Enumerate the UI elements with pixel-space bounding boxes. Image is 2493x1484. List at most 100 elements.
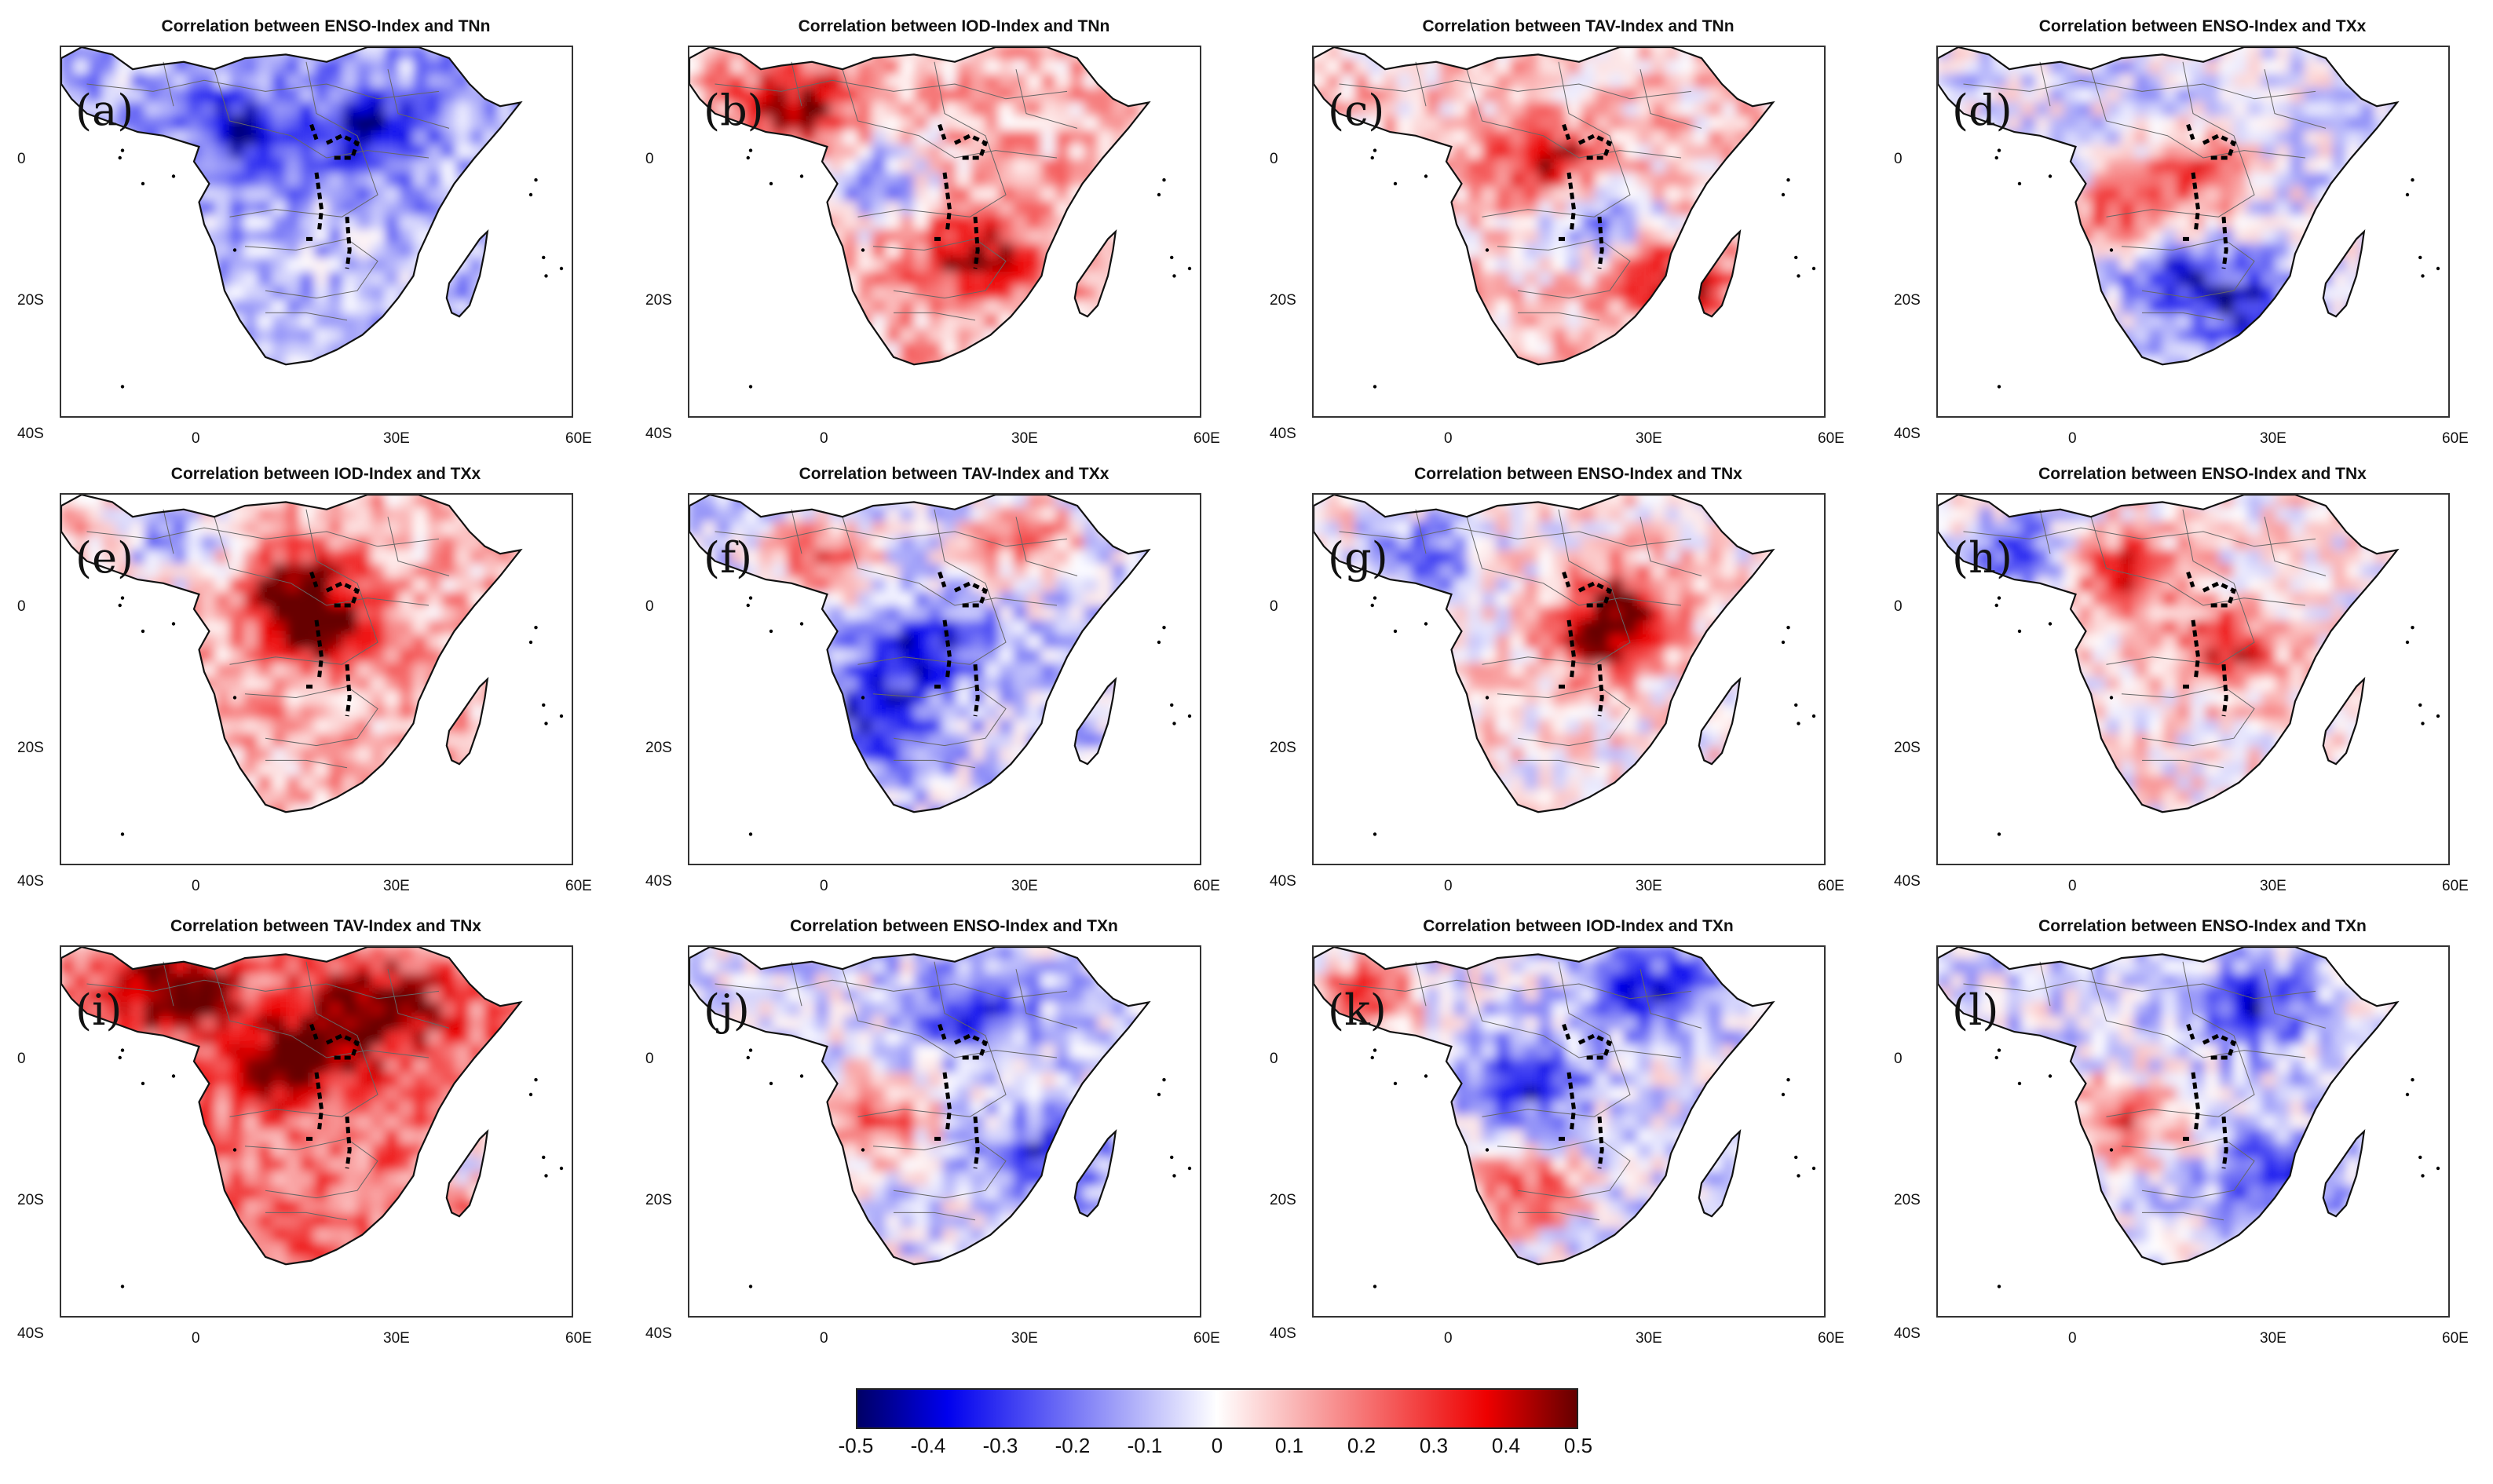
x-tick-label: 30E bbox=[1011, 1330, 1038, 1347]
country-borders bbox=[1339, 509, 1702, 769]
x-tick-label: 30E bbox=[1636, 1330, 1662, 1347]
panel-label: (c) bbox=[1328, 86, 1385, 135]
x-tick-label: 30E bbox=[1011, 430, 1038, 447]
great-lakes bbox=[934, 123, 989, 269]
y-tick-label: 0 bbox=[1270, 1051, 1278, 1067]
correlation-field bbox=[689, 47, 1149, 365]
correlation-field bbox=[1938, 947, 2397, 1265]
panel-label: (f) bbox=[704, 533, 753, 583]
map-svg bbox=[1314, 947, 1816, 1288]
map-frame bbox=[60, 493, 573, 865]
map-panel: Correlation between TAV-Index and TNn (c)… bbox=[1270, 17, 1849, 457]
africa-coastline bbox=[1314, 47, 1775, 366]
x-tick-label: 60E bbox=[1818, 878, 1844, 894]
y-tick-label: 40S bbox=[17, 873, 44, 890]
x-tick-label: 30E bbox=[1636, 430, 1662, 447]
panel-label: (g) bbox=[1328, 533, 1388, 583]
country-borders bbox=[1963, 961, 2327, 1221]
map-svg bbox=[1938, 495, 2440, 836]
colorbar-tick-label: 0.5 bbox=[1563, 1434, 1593, 1457]
correlation-field bbox=[61, 47, 521, 365]
y-tick-label: 40S bbox=[1270, 873, 1296, 890]
x-tick-label: 60E bbox=[1818, 1330, 1844, 1347]
islands bbox=[746, 596, 1192, 836]
x-tick-label: 60E bbox=[1193, 878, 1220, 894]
great-lakes bbox=[934, 571, 989, 717]
panel-title: Correlation between ENSO-Index and TXn bbox=[790, 917, 1118, 935]
madagascar-coastline bbox=[1698, 677, 1742, 766]
x-tick-label: 30E bbox=[383, 1330, 410, 1347]
y-tick-label: 20S bbox=[17, 740, 44, 756]
colorbar-tick-label: 0.1 bbox=[1274, 1434, 1304, 1457]
correlation-field bbox=[1938, 495, 2397, 813]
x-tick-label: 30E bbox=[383, 878, 410, 894]
africa-coastline bbox=[61, 495, 523, 813]
y-tick-label: 40S bbox=[645, 426, 672, 442]
correlation-field bbox=[1938, 47, 2397, 365]
panel-title: Correlation between TAV-Index and TNn bbox=[1422, 17, 1734, 35]
africa-coastline bbox=[1314, 947, 1775, 1266]
map-svg bbox=[61, 947, 564, 1288]
y-tick-label: 0 bbox=[17, 151, 26, 167]
madagascar-coastline bbox=[1698, 229, 1742, 318]
y-tick-label: 20S bbox=[1270, 740, 1296, 756]
madagascar-coastline bbox=[2322, 229, 2366, 318]
panel-label: (d) bbox=[1952, 86, 2012, 135]
x-tick-label: 0 bbox=[1444, 878, 1453, 894]
madagascar-coastline bbox=[445, 229, 489, 318]
y-tick-label: 0 bbox=[645, 151, 654, 167]
country-borders bbox=[715, 61, 1078, 321]
y-tick-label: 0 bbox=[1894, 598, 1903, 615]
x-tick-label: 30E bbox=[2260, 1330, 2286, 1347]
africa-coastline bbox=[689, 947, 1151, 1266]
x-tick-label: 30E bbox=[383, 430, 410, 447]
map-frame bbox=[1936, 493, 2450, 865]
colorbar-tick-label: -0.4 bbox=[910, 1434, 946, 1457]
great-lakes bbox=[2183, 1023, 2237, 1169]
x-tick-label: 0 bbox=[2068, 1330, 2077, 1347]
x-tick-label: 60E bbox=[565, 430, 592, 447]
y-tick-label: 20S bbox=[1894, 740, 1921, 756]
y-tick-label: 20S bbox=[645, 740, 672, 756]
y-tick-label: 40S bbox=[1270, 426, 1296, 442]
y-tick-label: 40S bbox=[1894, 873, 1921, 890]
x-tick-label: 60E bbox=[2442, 878, 2469, 894]
great-lakes bbox=[306, 123, 360, 269]
y-tick-label: 0 bbox=[1894, 1051, 1903, 1067]
correlation-field bbox=[1314, 47, 1773, 365]
country-borders bbox=[86, 961, 450, 1221]
y-tick-label: 20S bbox=[1894, 1192, 1921, 1208]
x-tick-label: 60E bbox=[565, 1330, 592, 1347]
colorbar-tick-label: -0.3 bbox=[982, 1434, 1018, 1457]
y-tick-label: 20S bbox=[645, 1192, 672, 1208]
panel-label: (e) bbox=[75, 533, 134, 583]
map-panel: Correlation between ENSO-Index and TNx (g… bbox=[1270, 465, 1849, 905]
country-borders bbox=[86, 509, 450, 769]
correlation-field bbox=[689, 947, 1149, 1265]
islands bbox=[1994, 1048, 2440, 1288]
africa-coastline bbox=[1314, 495, 1775, 813]
great-lakes bbox=[1559, 123, 1613, 269]
y-tick-label: 0 bbox=[645, 1051, 654, 1067]
map-panel: Correlation between ENSO-Index and TNn (a… bbox=[17, 17, 597, 457]
map-svg bbox=[1314, 495, 1816, 836]
colorbar-tick-label: -0.5 bbox=[838, 1434, 874, 1457]
map-frame bbox=[688, 493, 1201, 865]
x-tick-label: 0 bbox=[820, 1330, 828, 1347]
africa-coastline bbox=[1938, 47, 2400, 366]
colorbar-tick-label: 0.4 bbox=[1491, 1434, 1521, 1457]
map-svg bbox=[61, 47, 564, 389]
panel-label: (k) bbox=[1328, 985, 1387, 1035]
map-panel: Correlation between IOD-Index and TXx (e)… bbox=[17, 465, 597, 905]
madagascar-coastline bbox=[445, 1129, 489, 1218]
country-borders bbox=[1339, 61, 1702, 321]
islands bbox=[1370, 596, 1816, 836]
y-tick-label: 40S bbox=[1894, 426, 1921, 442]
x-tick-label: 60E bbox=[2442, 1330, 2469, 1347]
map-panel: Correlation between ENSO-Index and TXn (l… bbox=[1894, 917, 2473, 1357]
y-tick-label: 0 bbox=[17, 598, 26, 615]
y-tick-label: 0 bbox=[1894, 151, 1903, 167]
map-frame bbox=[688, 46, 1201, 418]
y-tick-label: 40S bbox=[1270, 1325, 1296, 1342]
africa-coastline bbox=[61, 947, 523, 1266]
